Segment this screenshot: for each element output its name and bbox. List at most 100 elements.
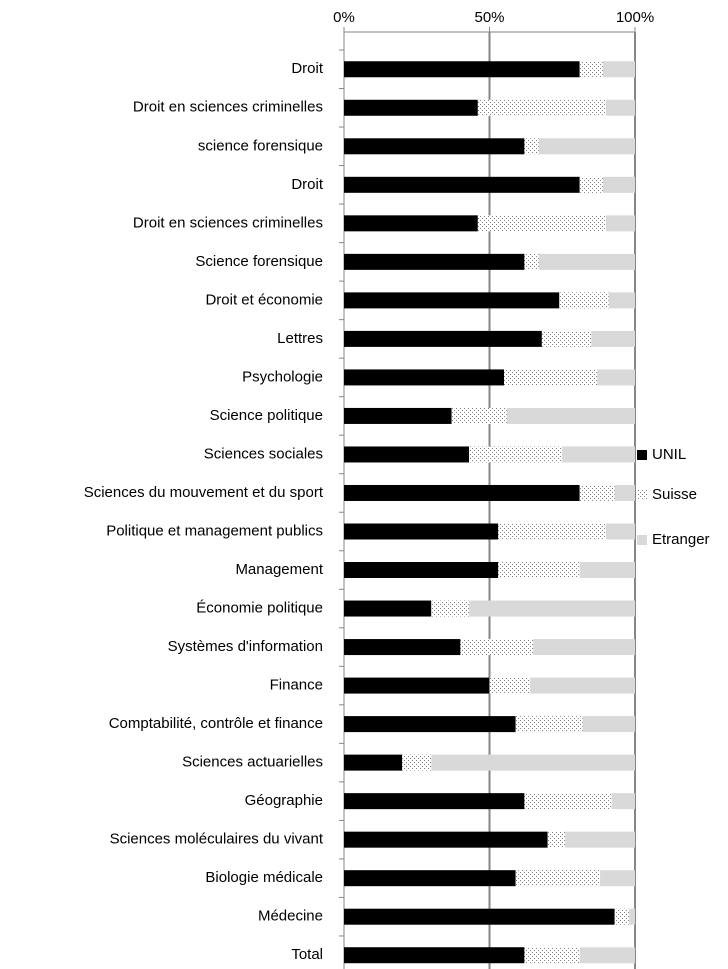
legend-swatch [637, 450, 647, 460]
bar-segment [498, 562, 580, 579]
y-tick-label: Géographie [245, 792, 323, 809]
bar-segment [506, 407, 635, 424]
bar-segment [605, 523, 635, 540]
bar-segment [562, 446, 635, 463]
legend-label: Etranger [652, 531, 710, 548]
legend-swatch [637, 535, 647, 545]
bar-segment [541, 330, 592, 347]
y-tick-label: Psychologie [242, 368, 323, 385]
bar-segment [431, 600, 470, 617]
bar-segment [597, 369, 635, 386]
y-tick-label: Droit [291, 60, 324, 77]
bar-segment [344, 793, 525, 810]
bar-segment [629, 908, 635, 925]
bar-segment [344, 908, 615, 925]
bar-segment [451, 407, 507, 424]
y-tick-label: Lettres [277, 330, 323, 347]
bar-segment [579, 61, 603, 78]
bar-segment [344, 99, 478, 116]
legend-label: UNIL [652, 446, 686, 463]
bar-segment [579, 947, 635, 964]
bar-segment [344, 600, 432, 617]
y-tick-label: Droit [291, 176, 324, 193]
y-tick-label: Droit en sciences criminelles [133, 214, 323, 231]
bar-segment [559, 292, 609, 309]
bar-segment [402, 754, 432, 771]
bar-segment [538, 138, 635, 155]
bar-segment [344, 716, 516, 733]
bar-segment [460, 639, 534, 656]
y-tick-label: Management [235, 561, 323, 578]
bar-segment [344, 292, 560, 309]
bar-segment [344, 754, 403, 771]
bar-segment [344, 870, 516, 887]
y-tick-label: Science politique [210, 407, 323, 424]
y-tick-label: Politique et management publics [106, 522, 323, 539]
bar-segment [344, 138, 525, 155]
bar-segment [489, 677, 531, 694]
bar-segment [477, 215, 606, 232]
bar-segment [344, 831, 548, 848]
bar-segment [344, 176, 580, 193]
y-tick-label: Finance [270, 677, 323, 694]
bar-segment [524, 793, 612, 810]
y-tick-label: Biologie médicale [205, 869, 323, 886]
x-tick-label: 100% [616, 9, 654, 26]
bar-segment [524, 138, 539, 155]
y-tick-label: Sciences moléculaires du vivant [110, 831, 324, 848]
y-tick-label: Science forensique [195, 253, 323, 270]
y-tick-label: Économie politique [196, 600, 323, 617]
y-tick-label: Sciences actuarielles [182, 754, 323, 771]
bar-segment [469, 600, 635, 617]
bar-segment [344, 562, 499, 579]
bar-segment [498, 523, 606, 540]
bar-segment [469, 446, 563, 463]
bar-segment [431, 754, 635, 771]
bar-segment [600, 870, 635, 887]
bar-segment [344, 523, 499, 540]
bar-segment [579, 176, 603, 193]
y-tick-label: Sciences du mouvement et du sport [84, 484, 324, 501]
bar-segment [344, 369, 505, 386]
bar-segment [538, 253, 635, 270]
bar-segment [344, 446, 470, 463]
bar-segment [605, 99, 635, 116]
bar-segment [602, 61, 635, 78]
y-tick-label: Total [291, 946, 323, 963]
y-tick-label: science forensique [198, 137, 323, 154]
bar-segment [614, 484, 635, 501]
bar-segment [524, 253, 539, 270]
bar-segment [591, 330, 635, 347]
y-tick-label: Droit et économie [205, 291, 323, 308]
y-tick-label: Médecine [258, 908, 323, 925]
bar-segment [602, 176, 635, 193]
bar-segment [608, 292, 635, 309]
x-tick-label: 0% [333, 9, 355, 26]
bar-segment [515, 716, 583, 733]
bar-segment [344, 253, 525, 270]
bar-segment [614, 908, 630, 925]
y-tick-label: Sciences sociales [204, 445, 323, 462]
bar-segment [579, 562, 635, 579]
legend-label: Suisse [652, 486, 697, 503]
bar-segment [344, 484, 580, 501]
y-tick-label: Comptabilité, contrôle et finance [109, 715, 323, 732]
bar-segment [547, 831, 566, 848]
bar-segment [344, 947, 525, 964]
bar-segment [565, 831, 635, 848]
bar-segment [530, 677, 635, 694]
bar-segment [477, 99, 606, 116]
bar-segment [344, 215, 478, 232]
bar-segment [524, 947, 580, 964]
bar-segment [579, 484, 615, 501]
bar-segment [515, 870, 601, 887]
bar-segment [611, 793, 635, 810]
bar-segment [344, 677, 490, 694]
bar-segment [344, 639, 461, 656]
bar-segment [344, 330, 542, 347]
bar-segment [533, 639, 635, 656]
y-tick-label: Droit en sciences criminelles [133, 99, 323, 116]
bar-segment [582, 716, 635, 733]
bar-segment [344, 61, 580, 78]
